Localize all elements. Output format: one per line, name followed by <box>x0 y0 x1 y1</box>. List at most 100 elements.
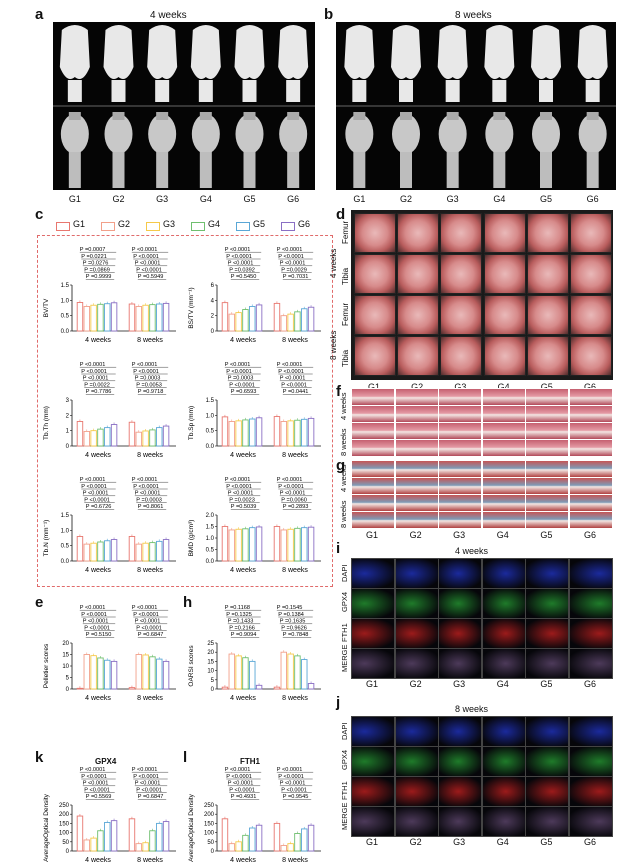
bar-g6 <box>110 302 118 332</box>
panel-label-f: f <box>336 383 341 400</box>
he-stain-tile <box>525 439 570 457</box>
group-label-g6: G6 <box>583 679 596 689</box>
y-tick-label: 0.5 <box>61 544 70 550</box>
group-label-g2: G2 <box>399 194 412 204</box>
bar-g1 <box>221 526 229 562</box>
if-tile-8weeks <box>438 806 483 837</box>
he-stain-tile <box>438 422 483 440</box>
p-value-label: P =0.5150 <box>86 632 112 638</box>
bar-g6 <box>255 684 263 690</box>
bar-g3 <box>287 420 294 447</box>
p-value-label: P =0.7786 <box>86 389 112 395</box>
he-stain-tile <box>481 422 526 440</box>
bar-g6 <box>162 302 170 332</box>
group-label-g1: G1 <box>365 679 378 689</box>
bar-g6 <box>255 526 263 562</box>
y-tick-label: 1.0 <box>206 536 215 542</box>
knee-3d-shape <box>235 114 264 154</box>
tibia-3d-shaft <box>287 152 300 188</box>
p-value-label: P <0.0001 <box>136 267 162 273</box>
y-tick-label: 0.0 <box>206 559 215 565</box>
p-value-label: P <0.0001 <box>133 612 159 618</box>
bar-g6 <box>162 425 170 447</box>
bar-g2 <box>280 845 288 852</box>
p-value-label: P =0.0392 <box>229 267 255 273</box>
group-label-g4: G4 <box>496 679 509 689</box>
legend-label-g2: G2 <box>118 219 131 229</box>
knee-3d-shape <box>279 114 308 154</box>
if-tile-8weeks <box>351 776 395 807</box>
bar-g1 <box>76 302 84 332</box>
group-label-g1: G1 <box>68 194 81 204</box>
panel-i-title: 4 weeks <box>455 546 489 556</box>
if-tile-4weeks <box>481 648 526 679</box>
he-stain-tile <box>394 405 439 423</box>
tibia-3d-shaft <box>68 152 81 188</box>
y-tick-label: 100 <box>59 831 70 837</box>
bar-g3 <box>142 842 149 852</box>
knee-3d-shape <box>485 114 514 154</box>
row-label-tibia: Tibia <box>341 349 350 367</box>
legend-swatch-g1 <box>56 222 70 231</box>
p-value-label: P <0.0001 <box>228 491 254 497</box>
if-row-label-merge: MERGE <box>340 644 349 672</box>
bar-g6 <box>255 304 263 332</box>
bar-g6 <box>162 821 170 852</box>
y-tick-label: 15 <box>207 659 214 665</box>
safranin-stain-tile <box>569 477 613 495</box>
chart-bmd: 0.0 0.5 1.0 1.5 2.0 BMD (g/cm³) 4 weeks P <0.00… <box>188 477 321 574</box>
bar-g1 <box>128 687 136 690</box>
p-value-label: P <0.0001 <box>280 376 306 382</box>
p-value-label: P =0.1168 <box>225 605 250 611</box>
panel-label-g: g <box>336 457 346 474</box>
joint-photo <box>526 213 569 253</box>
bar-g4 <box>97 541 104 562</box>
p-value-label: P <0.0001 <box>135 619 161 625</box>
ct-image-4weeks <box>53 22 315 190</box>
if-tile-8weeks <box>481 806 526 837</box>
bar-g1 <box>128 818 136 852</box>
femur-ct-shaft <box>492 80 507 102</box>
group-label-g3: G3 <box>156 194 169 204</box>
joint-photo <box>483 254 526 294</box>
p-value-label: P =0.2166 <box>229 625 255 631</box>
safranin-stain-tile <box>569 494 613 512</box>
p-value-label: P =0.9545 <box>283 794 309 800</box>
if-tile-8weeks <box>351 746 395 777</box>
p-value-label: P <0.0001 <box>281 382 307 388</box>
safranin-stain-tile <box>351 477 395 495</box>
y-tick-label: 150 <box>59 821 70 827</box>
he-stain-tile <box>394 388 439 406</box>
if-tile-8weeks <box>525 776 570 807</box>
p-value-label: P =0.1545 <box>277 605 303 611</box>
x-tick-label: 4 weeks <box>85 337 111 344</box>
p-value-label: P <0.0001 <box>277 247 303 253</box>
knee-3d-shape <box>438 114 467 154</box>
x-tick-label: 4 weeks <box>230 337 256 344</box>
bar-g4 <box>149 429 156 447</box>
group-label-g2: G2 <box>409 837 422 847</box>
he-stain-tile <box>394 422 439 440</box>
y-tick-label: 1.0 <box>61 298 70 304</box>
femur-3d-shaft <box>156 112 169 120</box>
group-label-g4: G4 <box>199 194 212 204</box>
if-tile-8weeks <box>351 716 395 747</box>
bar-g2 <box>228 313 236 332</box>
joint-photo <box>570 336 612 376</box>
p-value-label: P =0.0060 <box>281 497 307 503</box>
if-tile-4weeks <box>394 618 439 649</box>
femur-ct-shape <box>577 25 608 80</box>
femur-3d-shaft <box>586 112 599 120</box>
y-tick-label: 5 <box>211 678 215 684</box>
legend-swatch-g3 <box>146 222 160 231</box>
p-value-label: P <0.0001 <box>81 774 107 780</box>
bar-g5 <box>301 418 308 447</box>
panel-label-d: d <box>336 206 346 223</box>
safranin-stain-tile <box>438 460 483 478</box>
x-tick-label: 8 weeks <box>137 857 163 864</box>
histology-side-label: 4 weeks <box>339 464 348 492</box>
safranin-stain-tile <box>525 460 570 478</box>
knee-3d-shape <box>148 114 177 154</box>
